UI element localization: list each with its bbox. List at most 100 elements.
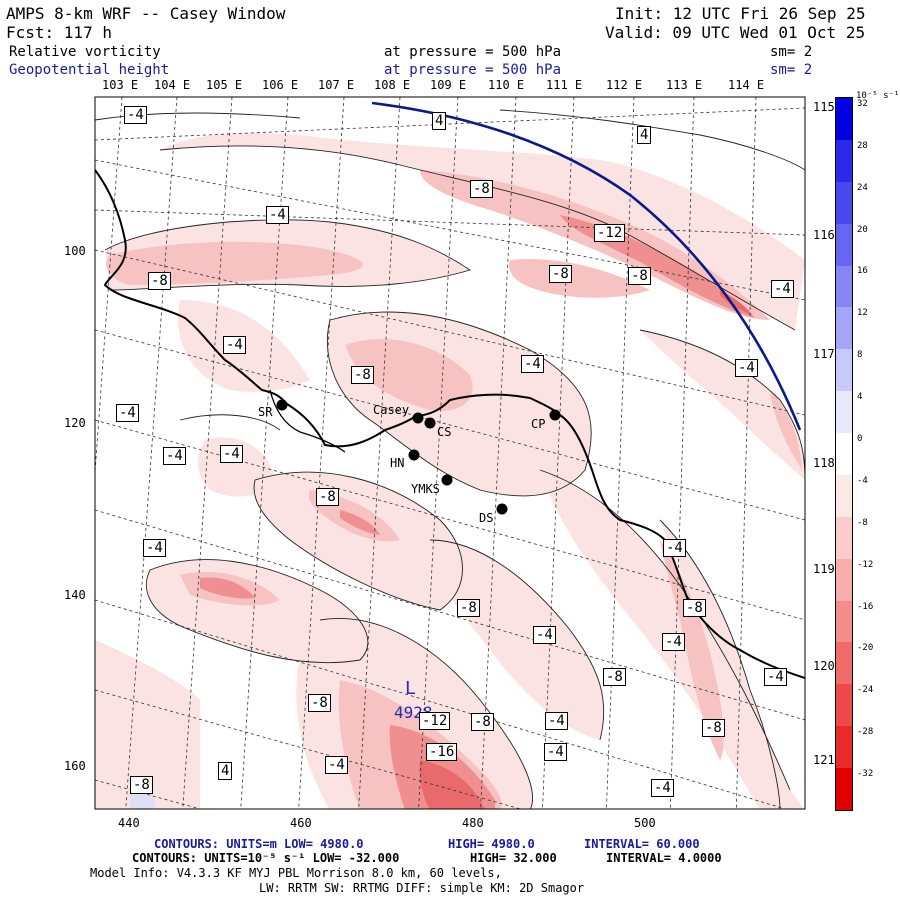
footer-height-interval: INTERVAL= 60.000	[584, 837, 700, 851]
station-label-hn: HN	[390, 456, 405, 470]
contour-label: -4	[116, 404, 139, 422]
x-axis-label: 500	[634, 816, 656, 830]
colorbar-segment	[836, 139, 852, 183]
geopotential-height-contour	[371, 101, 802, 431]
map-frame	[94, 96, 806, 810]
station-dot-sr[interactable]	[276, 399, 288, 411]
lon-label: 111 E	[546, 78, 583, 92]
contour-label: -4	[663, 539, 686, 557]
station-label-cp: CP	[531, 417, 546, 431]
contour-label: -8	[470, 180, 493, 198]
station-dot-cs[interactable]	[424, 417, 436, 429]
colorbar-tick-label: -32	[857, 769, 874, 780]
field2-name: Geopotential height	[9, 62, 170, 78]
station-dot-ds[interactable]	[496, 503, 508, 515]
contour-label: -8	[603, 668, 626, 686]
contour-label: -4	[163, 447, 186, 465]
footer-vorticity-contours: CONTOURS: UNITS=10⁻⁵ s⁻¹ LOW= -32.000	[132, 851, 400, 865]
colorbar-segment	[836, 391, 852, 434]
footer-physics-info: LW: RRTM SW: RRTMG DIFF: simple KM: 2D S…	[259, 881, 585, 895]
contour-label: -4	[266, 206, 289, 224]
x-axis-label: 440	[118, 816, 140, 830]
colorbar-tick-label: 4	[857, 392, 863, 403]
field1-level: at pressure = 500 hPa	[384, 44, 562, 60]
colorbar-tick-label: -20	[857, 643, 874, 654]
contour-label: -4	[735, 359, 758, 377]
lon-label: 108 E	[374, 78, 411, 92]
contour-label: -8	[308, 694, 331, 712]
field2-level: at pressure = 500 hPa	[384, 62, 562, 78]
station-label-ymks: YMKS	[411, 482, 440, 496]
lon-label: 110 E	[488, 78, 525, 92]
x-axis-label: 460	[290, 816, 312, 830]
contour-label: -4	[223, 336, 246, 354]
footer-vorticity-interval: INTERVAL= 4.0000	[606, 851, 722, 865]
station-label-ds: DS	[479, 511, 494, 525]
contour-label: -4	[521, 355, 544, 373]
colorbar-segment	[836, 349, 852, 392]
colorbar-unit: 10⁻⁵ s⁻¹	[856, 91, 900, 101]
contour-label: -4	[533, 626, 556, 644]
y-axis-label: 140	[64, 588, 86, 602]
contour-label: 4	[218, 762, 233, 780]
lon-label: 113 E	[666, 78, 703, 92]
footer-height-contours: CONTOURS: UNITS=m LOW= 4980.0	[154, 837, 364, 851]
contour-label: -8	[148, 272, 171, 290]
lon-label: 103 E	[102, 78, 139, 92]
contour-label: -8	[683, 599, 706, 617]
station-label-cs: CS	[437, 425, 452, 439]
lat-lon-grid	[95, 97, 805, 809]
contour-label: -4	[220, 445, 243, 463]
lon-label: 104 E	[154, 78, 191, 92]
colorbar-tick-label: -8	[857, 517, 868, 528]
lon-label: 112 E	[606, 78, 643, 92]
colorbar-tick-label: -16	[857, 601, 874, 612]
contour-label: -4	[771, 280, 794, 298]
contour-label: -4	[545, 712, 568, 730]
colorbar-segment	[836, 223, 852, 267]
colorbar-segment	[836, 600, 852, 643]
colorbar-segment	[836, 474, 852, 518]
colorbar-tick-label: 20	[857, 224, 868, 235]
colorbar-segment	[836, 642, 852, 685]
colorbar-segment	[836, 433, 852, 476]
vorticity-contours	[95, 109, 805, 809]
contour-label: -8	[549, 265, 572, 283]
colorbar-segment	[836, 516, 852, 560]
contour-label: -4	[544, 743, 567, 761]
contour-label: -8	[130, 776, 153, 794]
station-dot-hn[interactable]	[408, 449, 420, 461]
contour-label: -4	[325, 756, 348, 774]
colorbar-segment	[836, 768, 852, 811]
field1-smoothing: sm= 2	[770, 44, 813, 60]
station-dot-casey[interactable]	[412, 412, 424, 424]
colorbar-tick-label: 32	[857, 98, 868, 109]
footer-height-high: HIGH= 4980.0	[448, 837, 535, 851]
valid-time: Valid: 09 UTC Wed 01 Oct 25	[605, 23, 866, 42]
colorbar-tick-label: 16	[857, 266, 868, 277]
station-dot-cp[interactable]	[549, 409, 561, 421]
colorbar-tick-label: 12	[857, 308, 868, 319]
colorbar-tick-label: -28	[857, 727, 874, 738]
colorbar-segment	[836, 98, 852, 141]
contour-label: -8	[702, 719, 725, 737]
lon-label: 105 E	[206, 78, 243, 92]
y-axis-label: 100	[64, 244, 86, 258]
contour-label: -8	[457, 599, 480, 617]
contour-label: -8	[628, 267, 651, 285]
contour-label: 4	[432, 112, 447, 130]
coastline-inner	[269, 389, 346, 453]
y-axis-label: 120	[64, 416, 86, 430]
footer-vorticity-high: HIGH= 32.000	[470, 851, 557, 865]
contour-label: -8	[351, 366, 374, 384]
lon-label: 106 E	[262, 78, 299, 92]
contour-label: -8	[316, 488, 339, 506]
y-axis-label: 160	[64, 759, 86, 773]
field1-name: Relative vorticity	[9, 44, 161, 60]
footer-model-info: Model Info: V4.3.3 KF MYJ PBL Morrison 8…	[90, 866, 502, 880]
contour-label: -4	[143, 539, 166, 557]
colorbar-segment	[836, 558, 852, 602]
station-dot-ymks[interactable]	[441, 474, 453, 486]
colorbar-tick-label: -4	[857, 475, 868, 486]
